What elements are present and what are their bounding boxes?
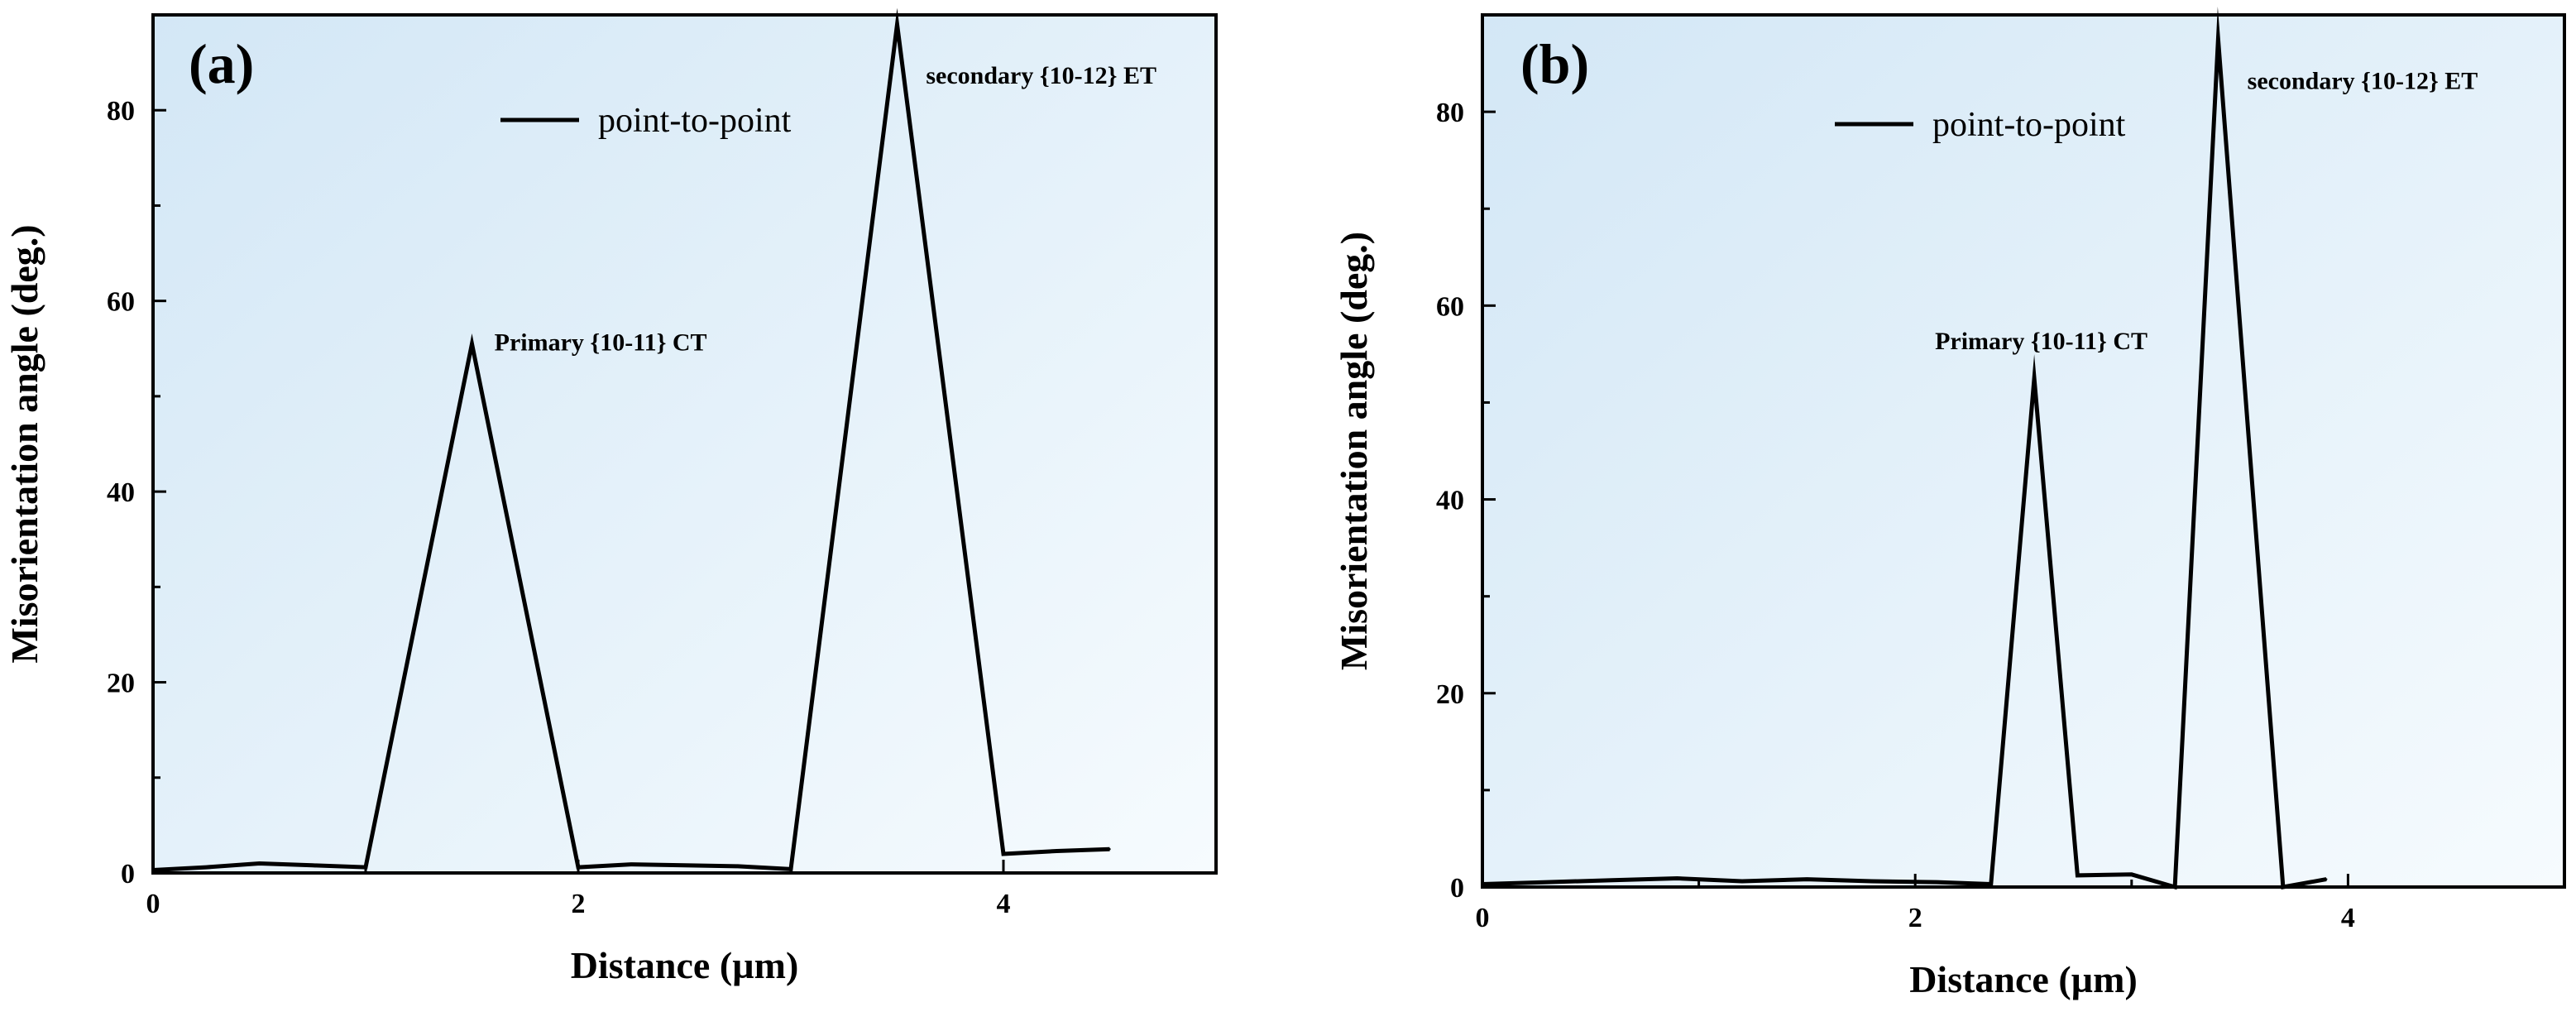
chart-panel-2: 0 20 40 60 80 0 2 4 Distance (µm) Misorientation … [1333, 7, 2566, 1000]
plot-frame [1481, 13, 2566, 889]
data-point [630, 863, 633, 866]
x-tick-label: 0 [1476, 903, 1490, 933]
data-point [2282, 885, 2285, 889]
x-tick-label: 2 [572, 889, 586, 919]
data-point [2173, 885, 2176, 889]
data-point [1056, 850, 1058, 852]
data-point [2130, 873, 2133, 875]
y-tick-label: 80 [107, 96, 135, 127]
y-tick-label: 0 [1450, 873, 1464, 904]
data-point [1936, 880, 1938, 884]
data-point [1806, 878, 1808, 880]
x-tick-label: 0 [146, 889, 160, 919]
data-point [1546, 880, 1549, 884]
annotation-label: Primary {10-11} CT [1935, 328, 2147, 355]
data-point [258, 862, 261, 865]
data-point [311, 864, 314, 866]
data-point [1870, 880, 1874, 883]
panel-label: (a) [189, 32, 254, 95]
data-point [1676, 877, 1678, 880]
data-point [1002, 852, 1005, 856]
y-axis-title: Misorientation angle (deg.) [3, 224, 45, 663]
x-tick-label: 4 [997, 889, 1011, 919]
legend-label: point-to-point [1932, 106, 2126, 144]
x-axis-title: Distance (µm) [571, 944, 799, 986]
data-point [2217, 38, 2219, 41]
y-tick-label: 20 [1436, 679, 1464, 710]
chart-panel-1: 0 20 40 60 80 0 2 4 Distance (µm) Misorientation … [3, 7, 1218, 986]
y-tick-label: 40 [107, 477, 135, 508]
data-point [2076, 874, 2079, 877]
series-line-point-to-point [1482, 7, 2327, 890]
data-point [471, 343, 473, 345]
x-axis-title: Distance (µm) [1909, 958, 2138, 1000]
data-point [1481, 883, 1484, 885]
data-point [736, 865, 739, 868]
data-point [789, 868, 792, 870]
panel-label: (b) [1520, 32, 1589, 95]
data-point [151, 869, 155, 871]
y-tick-label: 40 [1436, 486, 1464, 516]
y-tick-label: 80 [1436, 98, 1464, 128]
data-point [683, 864, 686, 866]
data-point [1740, 880, 1744, 883]
annotation-label: Primary {10-11} CT [495, 329, 707, 357]
data-point [1108, 847, 1111, 851]
y-tick-label: 20 [107, 669, 135, 699]
y-tick-label: 60 [1436, 291, 1464, 322]
x-tick-label: 4 [2341, 903, 2355, 933]
annotation-label: secondary {10-12} ET [926, 62, 1156, 89]
data-point [2033, 376, 2036, 380]
legend-label: point-to-point [598, 102, 792, 140]
data-point [1989, 883, 1992, 885]
plot-background [153, 15, 1216, 873]
plot-background [1482, 15, 2564, 887]
data-point [2325, 878, 2328, 880]
data-point [896, 23, 898, 26]
annotation-label: secondary {10-12} ET [2248, 67, 2478, 94]
y-tick-label: 60 [107, 287, 135, 318]
plot-frame [151, 13, 1218, 875]
data-point [1611, 879, 1614, 882]
data-point [364, 866, 367, 869]
data-point [577, 866, 580, 869]
data-point [205, 866, 208, 869]
x-tick-label: 2 [1908, 903, 1922, 933]
y-axis-title: Misorientation angle (deg.) [1333, 232, 1375, 670]
y-tick-label: 0 [121, 859, 135, 890]
